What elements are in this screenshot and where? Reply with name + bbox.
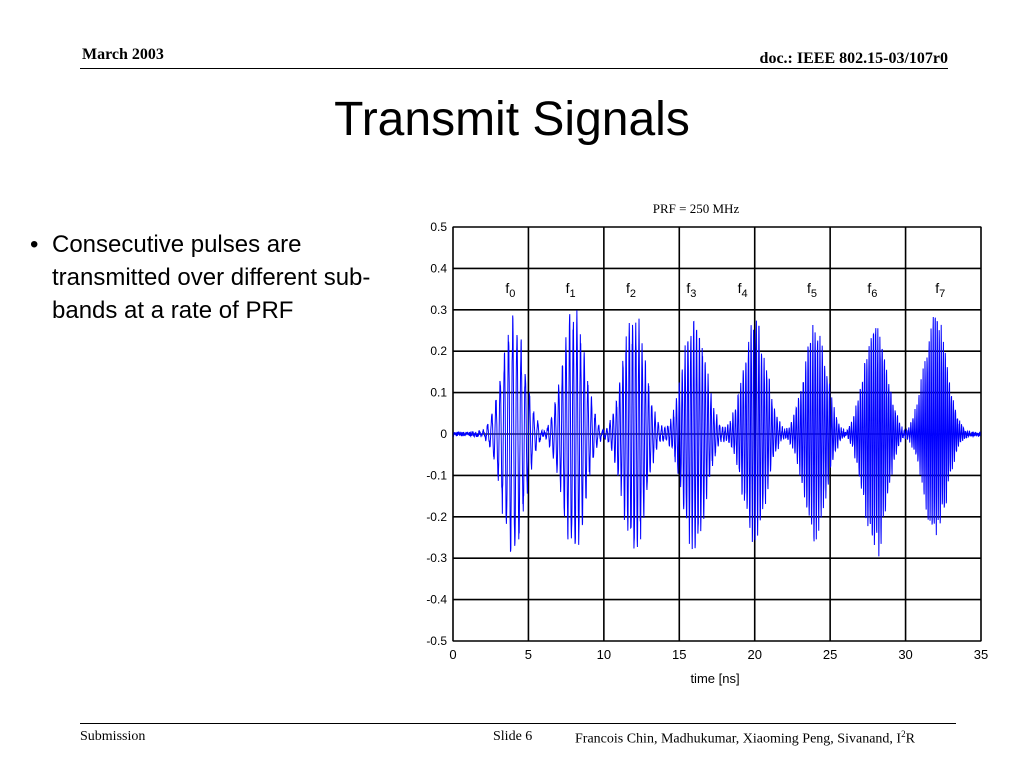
y-tick-label: 0.1 bbox=[430, 386, 447, 400]
footer-authors-sup: 2 bbox=[901, 729, 906, 739]
pulse-label: f7 bbox=[935, 280, 945, 300]
bullet-list: Consecutive pulses are transmitted over … bbox=[30, 228, 410, 327]
header-date: March 2003 bbox=[82, 46, 164, 63]
pulse-label: f6 bbox=[867, 280, 877, 300]
y-tick-label: 0 bbox=[440, 427, 447, 441]
bullet-item: Consecutive pulses are transmitted over … bbox=[30, 228, 410, 327]
pulse-label: f1 bbox=[566, 280, 576, 300]
x-tick-label: 20 bbox=[747, 647, 761, 662]
footer-authors-tail: R bbox=[905, 731, 915, 747]
pulse-labels: f0 f1 f2 f3 f4 f5 f6 f7 bbox=[505, 280, 945, 300]
pulse-label: f0 bbox=[505, 280, 515, 300]
y-tick-label: -0.2 bbox=[426, 510, 447, 524]
x-tick-label: 5 bbox=[525, 647, 532, 662]
footer-submission: Submission bbox=[80, 729, 146, 744]
pulse-label: f4 bbox=[738, 280, 748, 300]
y-tick-label: -0.5 bbox=[426, 634, 447, 648]
header-divider bbox=[80, 68, 948, 69]
x-axis: 0 5 10 15 20 25 30 35 bbox=[449, 647, 988, 662]
x-axis-label: time [ns] bbox=[690, 671, 739, 686]
slide-title: Transmit Signals bbox=[334, 93, 690, 146]
y-axis: 0.5 0.4 0.3 0.2 0.1 0 -0.1 -0.2 -0.3 -0.4 -0.5 bbox=[426, 220, 447, 648]
signal-trace bbox=[452, 310, 982, 557]
y-tick-label: 0.2 bbox=[430, 344, 447, 358]
x-tick-label: 35 bbox=[974, 647, 988, 662]
plot-frame bbox=[452, 226, 982, 642]
y-tick-label: -0.3 bbox=[426, 551, 447, 565]
x-tick-label: 15 bbox=[672, 647, 686, 662]
x-tick-label: 25 bbox=[823, 647, 837, 662]
footer-slide-number: Slide 6 bbox=[493, 729, 533, 744]
footer-authors-text: Francois Chin, Madhukumar, Xiaoming Peng… bbox=[575, 731, 902, 747]
chart-title: PRF = 250 MHz bbox=[653, 201, 740, 216]
x-tick-label: 30 bbox=[898, 647, 912, 662]
header-doc-id: doc.: IEEE 802.15-03/107r0 bbox=[759, 50, 948, 67]
y-tick-label: 0.4 bbox=[430, 261, 447, 275]
signal-chart: PRF = 250 MHz 0.5 0.4 0.3 0.2 0.1 0 -0.1 -0.2 -0… bbox=[426, 201, 988, 686]
pulse-label: f5 bbox=[807, 280, 817, 300]
pulse-label: f2 bbox=[626, 280, 636, 300]
pulse-label: f3 bbox=[686, 280, 696, 300]
y-tick-label: -0.4 bbox=[426, 593, 447, 607]
footer-divider bbox=[80, 723, 956, 724]
y-tick-label: -0.1 bbox=[426, 468, 447, 482]
signal-line bbox=[452, 310, 982, 557]
y-tick-label: 0.5 bbox=[430, 220, 447, 234]
y-tick-label: 0.3 bbox=[430, 303, 447, 317]
x-tick-label: 10 bbox=[597, 647, 611, 662]
x-tick-label: 0 bbox=[449, 647, 456, 662]
footer-authors: Francois Chin, Madhukumar, Xiaoming Peng… bbox=[575, 729, 915, 748]
